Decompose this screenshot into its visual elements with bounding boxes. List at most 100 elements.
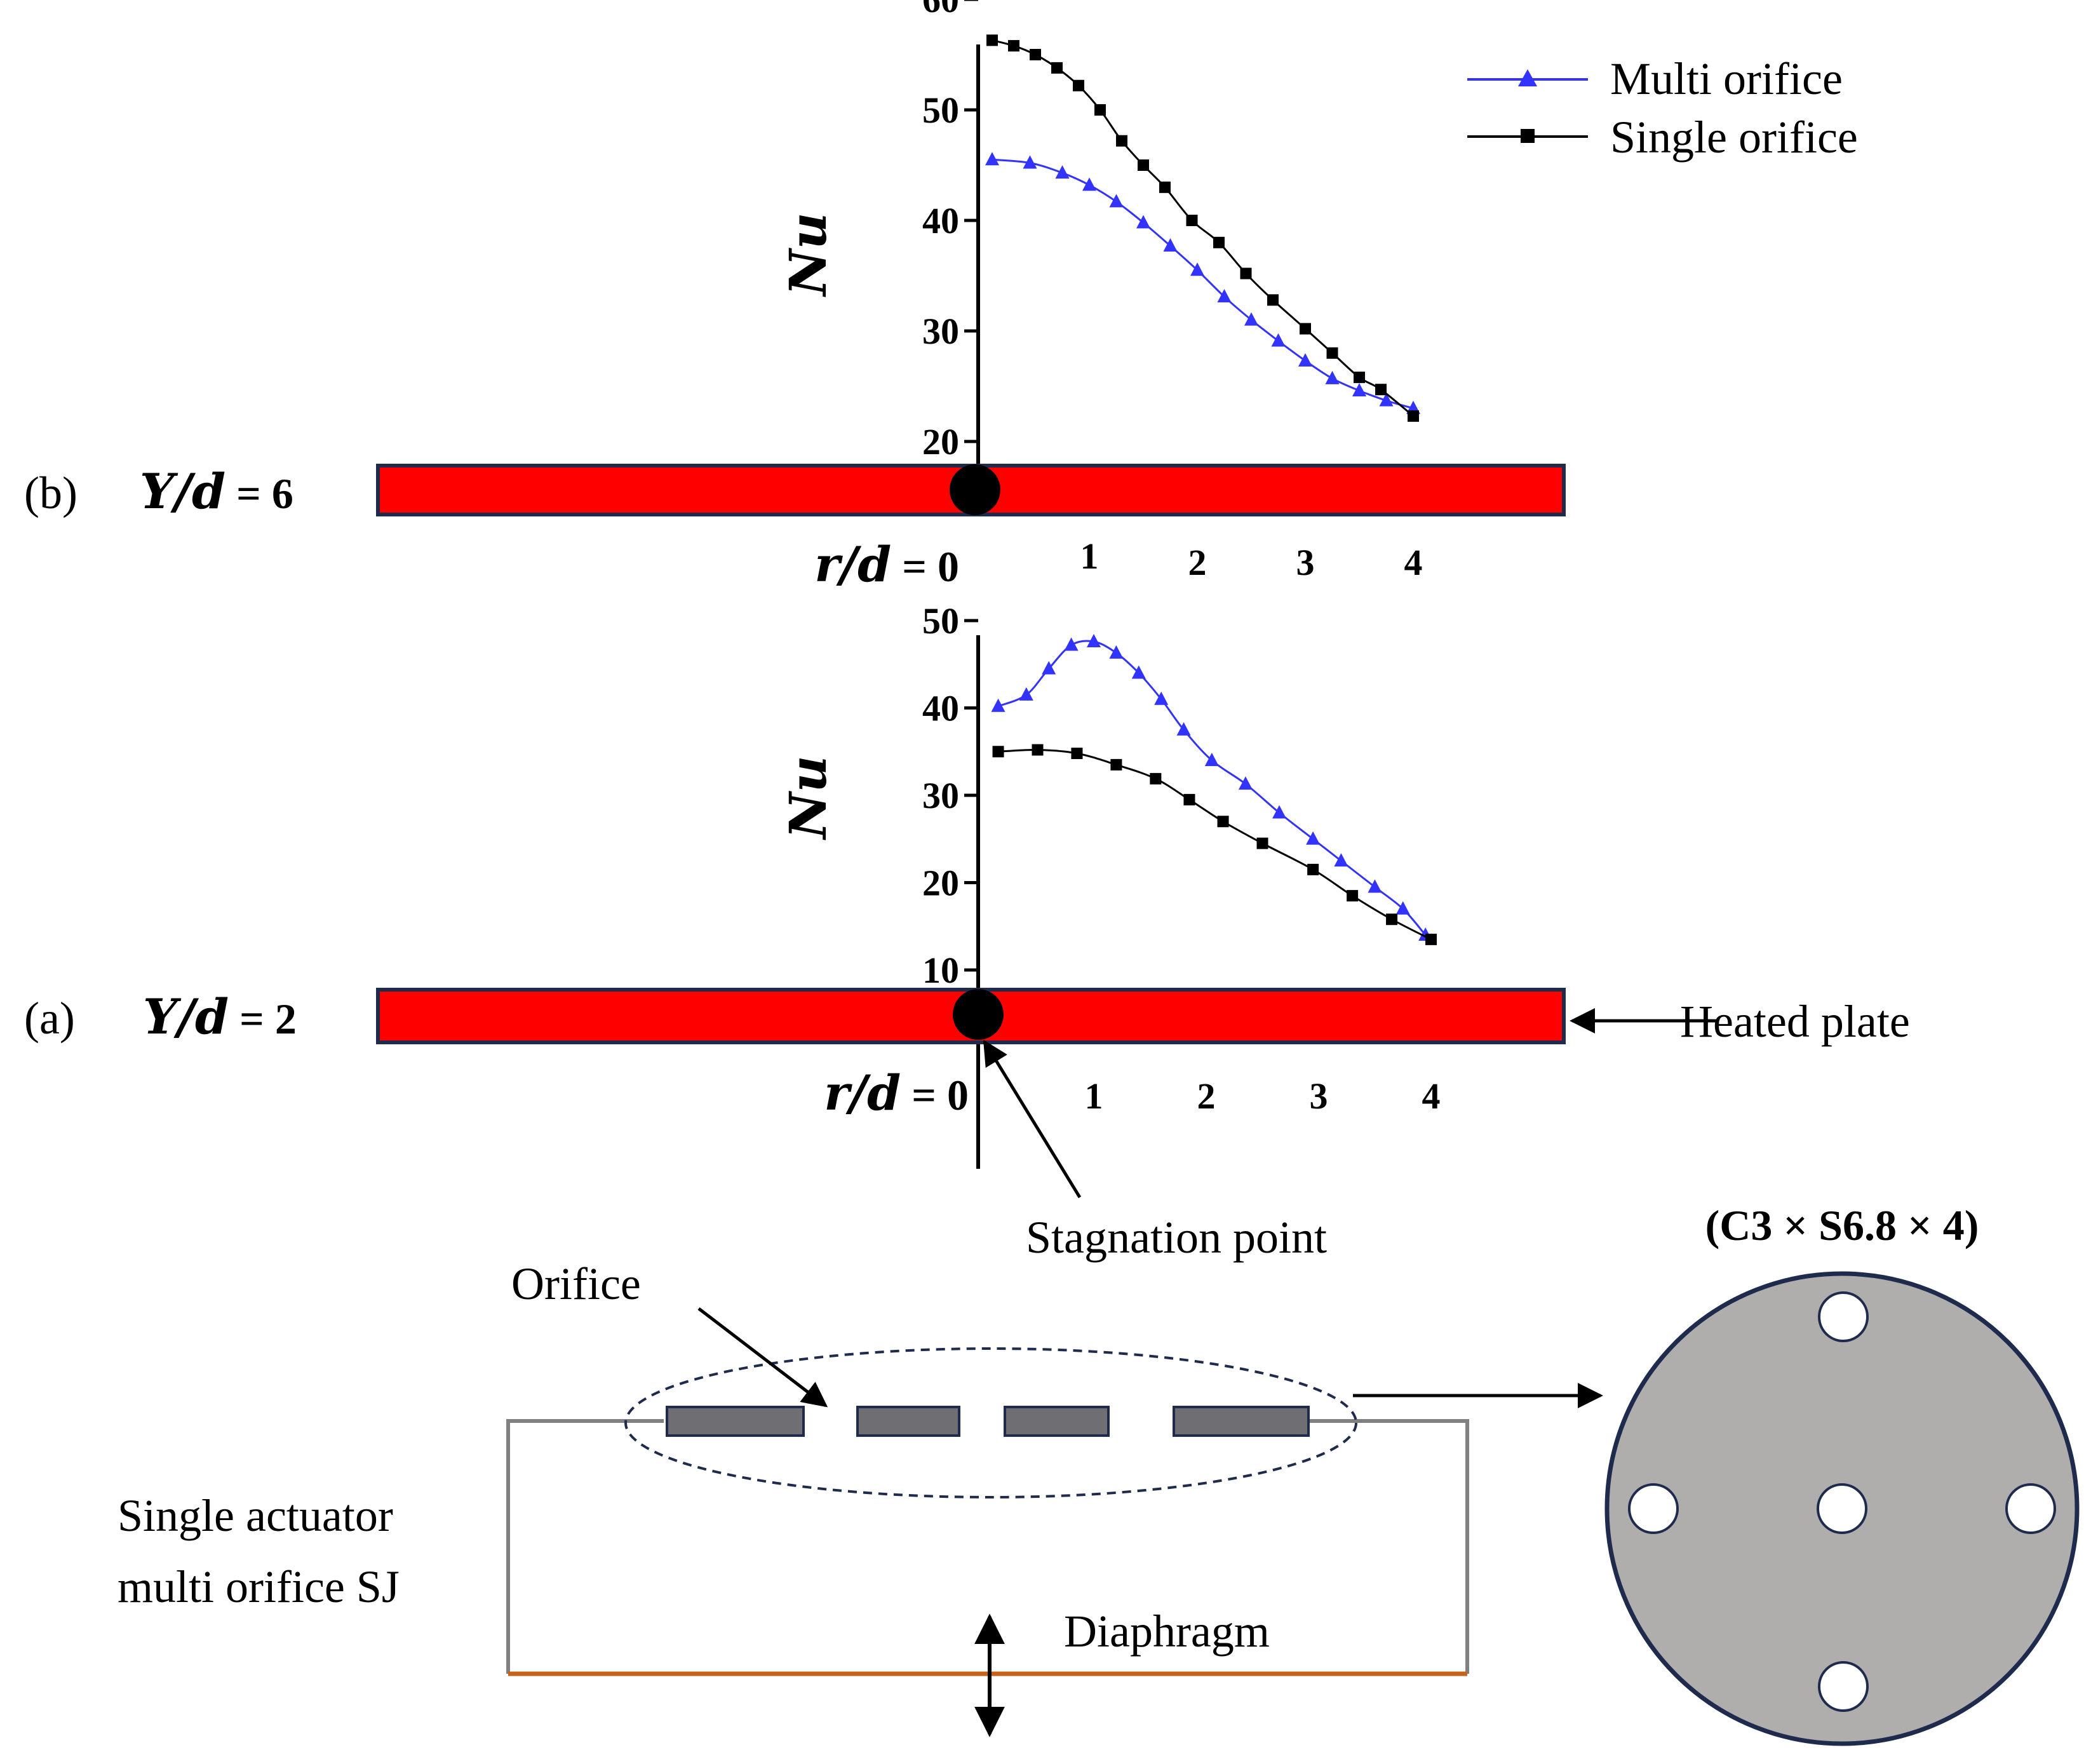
data-point-multi xyxy=(1064,637,1079,651)
y-tick-label: 60 xyxy=(922,0,959,20)
data-point-multi xyxy=(1244,312,1258,326)
data-point-multi xyxy=(1272,805,1287,819)
data-point-multi xyxy=(1238,776,1253,790)
data-point-single xyxy=(1217,816,1229,828)
panel-a-y-label: Y/d = 2 xyxy=(143,988,297,1045)
data-point-multi xyxy=(1136,215,1150,229)
y-tick-label: 30 xyxy=(922,311,959,352)
disc-hole xyxy=(1818,1291,1869,1342)
actuator-label-line2: multi orifice SJ xyxy=(118,1561,400,1612)
data-point-single xyxy=(986,34,998,46)
heated-plate-label: Heated plate xyxy=(1680,996,1910,1047)
data-point-multi xyxy=(1087,634,1101,647)
diaphragm-label: Diaphragm xyxy=(1064,1606,1270,1657)
panel-b-series xyxy=(985,34,1420,422)
legend: Multi orifice Single orifice xyxy=(1467,53,1858,163)
data-point-multi xyxy=(1019,687,1033,701)
x-tick-label: 4 xyxy=(1404,542,1423,583)
orifice-plate xyxy=(856,1406,960,1437)
orifice-plate xyxy=(1004,1406,1110,1437)
data-point-multi xyxy=(1109,194,1124,208)
actuator-schematic: Orifice Single actuator multi orifice SJ… xyxy=(118,1258,1603,1737)
data-point-multi xyxy=(1368,879,1382,893)
data-point-multi xyxy=(1379,393,1394,407)
data-point-multi xyxy=(1109,645,1124,659)
legend-multi-marker xyxy=(1518,69,1537,86)
data-point-single xyxy=(1375,384,1387,396)
data-point-multi xyxy=(1163,238,1178,252)
series-line-multi xyxy=(997,640,1427,936)
x-tick-label: 4 xyxy=(1422,1075,1441,1117)
series-line-single xyxy=(998,748,1432,941)
orifice-plate xyxy=(1173,1406,1310,1437)
panel-b: 20 30 40 50 60 Nu 1 2 3 4 r/d = 0 (b) Y/d = 6 xyxy=(24,0,1566,593)
series-line-multi xyxy=(992,158,1414,410)
y-tick-label: 20 xyxy=(922,863,959,904)
stagnation-label: Stagnation point xyxy=(1026,1212,1327,1263)
legend-multi-label: Multi orifice xyxy=(1610,53,1843,104)
data-point-multi xyxy=(1023,155,1037,169)
annotations: Heated plate Stagnation point xyxy=(983,996,1910,1263)
panel-a-label: (a) xyxy=(24,993,75,1044)
orifice-arrow xyxy=(697,1307,828,1408)
panel-b-y-ticks: 20 30 40 50 60 xyxy=(922,0,978,462)
orifice-highlight-ellipse xyxy=(624,1347,1357,1498)
cavity-wall xyxy=(506,1419,664,1674)
x-tick-label: 1 xyxy=(1080,535,1099,577)
data-point-single xyxy=(1347,890,1359,902)
data-point-single xyxy=(1116,135,1127,147)
y-tick-label: 50 xyxy=(922,90,959,131)
data-point-single xyxy=(1032,744,1044,756)
data-point-single xyxy=(1183,793,1195,805)
data-point-single xyxy=(1138,159,1149,171)
y-tick-label: 40 xyxy=(922,688,959,729)
data-point-single xyxy=(1354,372,1365,384)
y-tick-label: 50 xyxy=(922,600,959,642)
data-point-multi xyxy=(1352,382,1366,396)
data-point-single xyxy=(1051,62,1063,74)
disc-hole xyxy=(1818,1661,1869,1712)
panel-b-x-ticks: 1 2 3 4 xyxy=(1080,535,1423,583)
data-point-multi xyxy=(1204,753,1219,766)
panel-a-nu-label: Nu xyxy=(778,755,838,840)
x-tick-label: 2 xyxy=(1188,542,1207,583)
y-tick-label: 30 xyxy=(922,775,959,816)
x-tick-label: 3 xyxy=(1296,542,1315,583)
panel-a-stagnation-dot xyxy=(953,989,1004,1040)
data-point-single xyxy=(1267,294,1279,306)
panel-a-series xyxy=(991,634,1437,945)
y-tick-label: 10 xyxy=(922,950,959,991)
data-point-multi xyxy=(1395,901,1410,915)
x-tick-label: 3 xyxy=(1310,1075,1328,1117)
actuator-label-line1: Single actuator xyxy=(118,1490,393,1541)
data-point-multi xyxy=(1176,722,1191,736)
data-point-single xyxy=(1213,236,1225,248)
data-point-single xyxy=(1307,863,1319,875)
data-point-multi xyxy=(1154,691,1169,705)
data-point-multi xyxy=(1131,665,1146,679)
cavity-wall-right xyxy=(1308,1419,1469,1674)
data-point-multi xyxy=(1042,661,1056,675)
panel-b-r-label: r/d = 0 xyxy=(814,536,959,593)
panel-a-r-label: r/d = 0 xyxy=(824,1065,969,1121)
series-line-single xyxy=(992,39,1414,417)
orifice-label: Orifice xyxy=(511,1258,641,1309)
orifice-disc: (C3 × S6.8 × 4) xyxy=(1604,1201,2080,1746)
data-point-single xyxy=(992,746,1004,758)
x-tick-label: 2 xyxy=(1197,1075,1216,1117)
data-point-single xyxy=(1300,323,1311,335)
data-point-multi xyxy=(1325,370,1340,384)
data-point-multi xyxy=(1334,853,1348,867)
data-point-multi xyxy=(1306,831,1321,845)
orifice-plate xyxy=(666,1406,805,1437)
data-point-single xyxy=(1186,215,1198,226)
y-tick-label: 40 xyxy=(922,200,959,241)
panel-a-y-ticks: 10 20 30 40 50 xyxy=(922,600,978,991)
disc-hole xyxy=(1628,1483,1679,1534)
data-point-single xyxy=(1256,837,1268,849)
legend-single-label: Single orifice xyxy=(1610,112,1858,163)
x-tick-label: 1 xyxy=(1085,1075,1103,1117)
data-point-multi xyxy=(1298,353,1312,367)
panel-b-nu-label: Nu xyxy=(778,212,838,297)
